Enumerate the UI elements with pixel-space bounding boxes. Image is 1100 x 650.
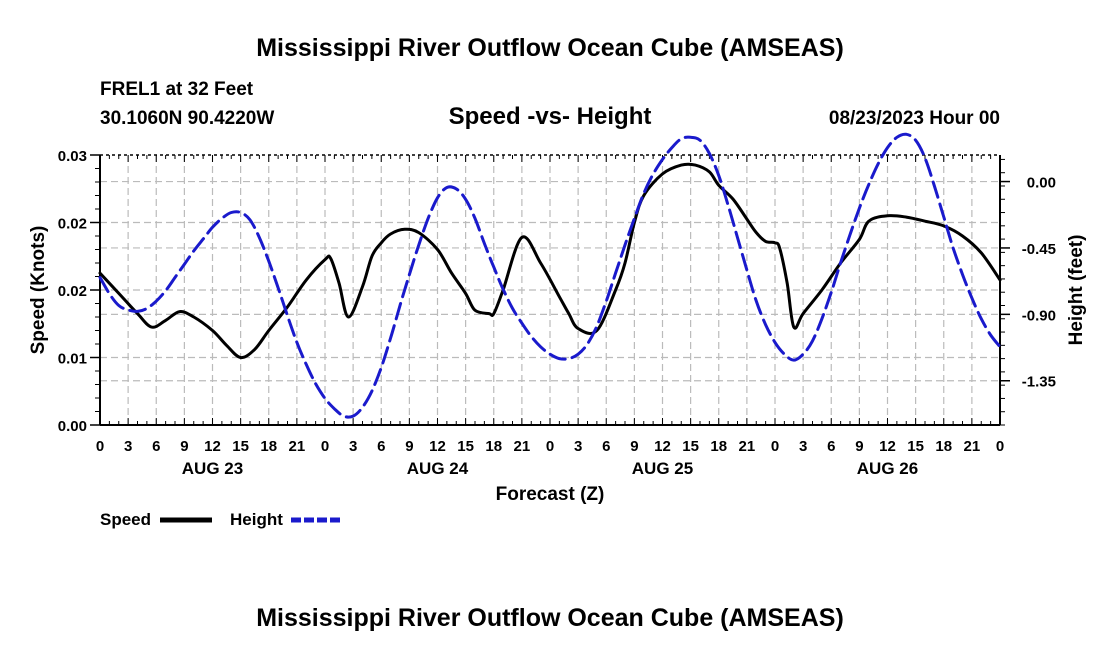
x-tick-label: 18 bbox=[935, 438, 952, 455]
main-title: Mississippi River Outflow Ocean Cube (AM… bbox=[256, 34, 844, 62]
x-tick-label: 21 bbox=[289, 438, 306, 455]
x-tick-label: 3 bbox=[799, 438, 807, 455]
x-tick-label: 18 bbox=[485, 438, 502, 455]
legend-speed-label: Speed bbox=[100, 510, 151, 529]
x-tick-label: 0 bbox=[996, 438, 1004, 455]
x-tick-label: 18 bbox=[260, 438, 277, 455]
y2-tick-label: -0.90 bbox=[1022, 307, 1056, 324]
x-tick-label: 9 bbox=[855, 438, 863, 455]
x-tick-label: 3 bbox=[124, 438, 132, 455]
x-tick-label: 12 bbox=[654, 438, 671, 455]
station-label: FREL1 at 32 Feet bbox=[100, 79, 254, 100]
x-tick-label: 12 bbox=[879, 438, 896, 455]
date-label: AUG 25 bbox=[632, 459, 693, 478]
y2-tick-label: -0.45 bbox=[1022, 241, 1056, 258]
x-tick-label: 15 bbox=[457, 438, 474, 455]
y-tick-label: 0.01 bbox=[58, 351, 87, 368]
x-tick-label: 12 bbox=[204, 438, 221, 455]
y2-tick-label: -1.35 bbox=[1022, 374, 1056, 391]
x-tick-label: 12 bbox=[429, 438, 446, 455]
x-tick-label: 3 bbox=[349, 438, 357, 455]
series-group bbox=[98, 132, 1002, 419]
legend: Speed Height bbox=[100, 510, 342, 529]
x-tick-label: 3 bbox=[574, 438, 582, 455]
x-tick-label: 9 bbox=[180, 438, 188, 455]
y2-axis-label: Height (feet) bbox=[1066, 235, 1087, 346]
axes: 0 3 6 9 12 15 18 21 0 3 6 9 12 15 18 21 0 3 6 9 12 15 18 21 0 3 6 9… bbox=[58, 148, 1056, 478]
x-tick-label: 18 bbox=[710, 438, 727, 455]
series-height-line bbox=[98, 132, 1002, 419]
bottom-title: Mississippi River Outflow Ocean Cube (AM… bbox=[256, 604, 844, 632]
x-tick-label: 21 bbox=[514, 438, 531, 455]
x-tick-label: 21 bbox=[964, 438, 981, 455]
datetime-label: 08/23/2023 Hour 00 bbox=[829, 108, 1000, 129]
chart-title: Speed -vs- Height bbox=[449, 103, 652, 130]
x-tick-label: 15 bbox=[232, 438, 249, 455]
x-tick-label: 9 bbox=[630, 438, 638, 455]
x-tick-label: 21 bbox=[739, 438, 756, 455]
x-tick-label: 0 bbox=[771, 438, 779, 455]
x-tick-label: 6 bbox=[377, 438, 385, 455]
series-speed-line bbox=[98, 162, 1002, 360]
x-tick-label: 15 bbox=[907, 438, 924, 455]
x-axis-label: Forecast (Z) bbox=[496, 484, 605, 505]
x-tick-label: 9 bbox=[405, 438, 413, 455]
x-tick-label: 6 bbox=[152, 438, 160, 455]
x-tick-label: 6 bbox=[827, 438, 835, 455]
y-tick-label: 0.03 bbox=[58, 148, 87, 165]
legend-height-label: Height bbox=[230, 510, 283, 529]
x-tick-label: 0 bbox=[321, 438, 329, 455]
x-tick-label: 6 bbox=[602, 438, 610, 455]
date-label: AUG 23 bbox=[182, 459, 243, 478]
y2-tick-label: 0.00 bbox=[1027, 175, 1056, 192]
y-tick-label: 0.00 bbox=[58, 418, 87, 435]
x-tick-label: 0 bbox=[96, 438, 104, 455]
coords-label: 30.1060N 90.4220W bbox=[100, 108, 274, 129]
y-tick-label: 0.02 bbox=[58, 283, 87, 300]
date-label: AUG 26 bbox=[857, 459, 918, 478]
y-axis-label: Speed (Knots) bbox=[28, 226, 49, 355]
x-tick-label: 0 bbox=[546, 438, 554, 455]
x-tick-label: 15 bbox=[682, 438, 699, 455]
y-tick-label: 0.02 bbox=[58, 216, 87, 233]
date-label: AUG 24 bbox=[407, 459, 469, 478]
